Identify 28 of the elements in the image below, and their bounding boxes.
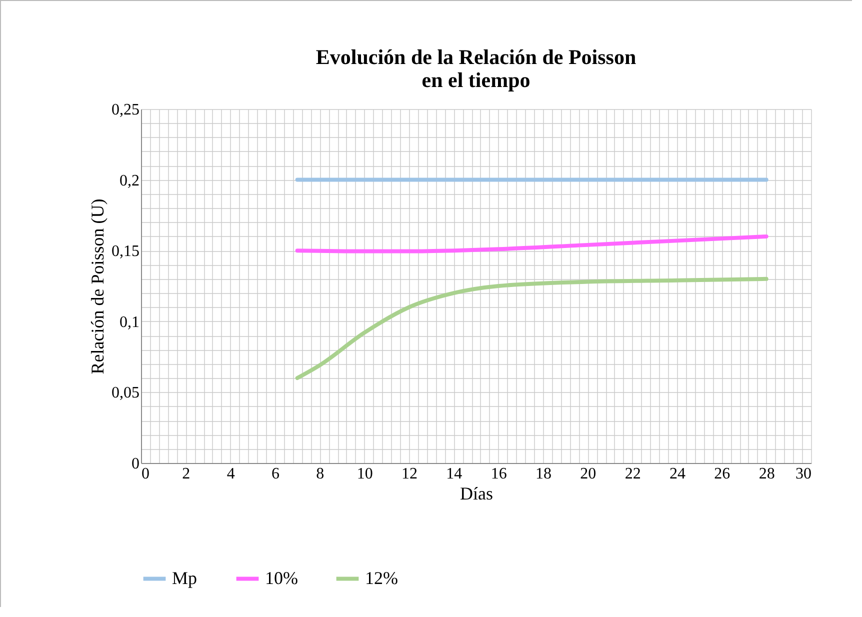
x-tick-label: 2	[182, 466, 190, 482]
x-tick-label: 6	[272, 466, 280, 482]
legend-label: 12%	[365, 568, 398, 588]
x-tick-label: 12	[402, 466, 418, 482]
legend-label: 10%	[265, 568, 298, 588]
y-tick-label: 0,2	[120, 172, 140, 190]
y-tick-label: 0,05	[112, 384, 140, 402]
x-tick-label: 14	[446, 466, 462, 482]
x-tick-label: 30	[796, 466, 812, 482]
x-tick-label: 18	[536, 466, 552, 482]
x-tick-label: 4	[226, 466, 235, 482]
y-tick-label: 0,15	[112, 243, 140, 260]
line-series	[295, 234, 768, 254]
y-tick-label: 0,25	[112, 102, 140, 118]
line-series	[295, 276, 768, 380]
legend-label: Mp	[172, 568, 198, 588]
y-tick-label: 0,1	[120, 314, 140, 331]
y-axis-title: Relación de Poisson (U)	[88, 198, 108, 374]
x-tick-label: 20	[580, 466, 596, 482]
x-tick-label: 26	[714, 466, 730, 482]
x-tick-label: 28	[758, 466, 775, 482]
x-tick-label: 16	[490, 466, 507, 482]
x-tick-label: 22	[624, 466, 641, 482]
x-tick-label: 10	[356, 466, 373, 482]
x-tick-label: 8	[316, 466, 324, 482]
x-axis-title: Días	[460, 484, 493, 504]
chart-title: Evolución de la Relación de Poisson en el tiempo	[316, 45, 636, 92]
x-tick-label: 24	[670, 466, 686, 482]
